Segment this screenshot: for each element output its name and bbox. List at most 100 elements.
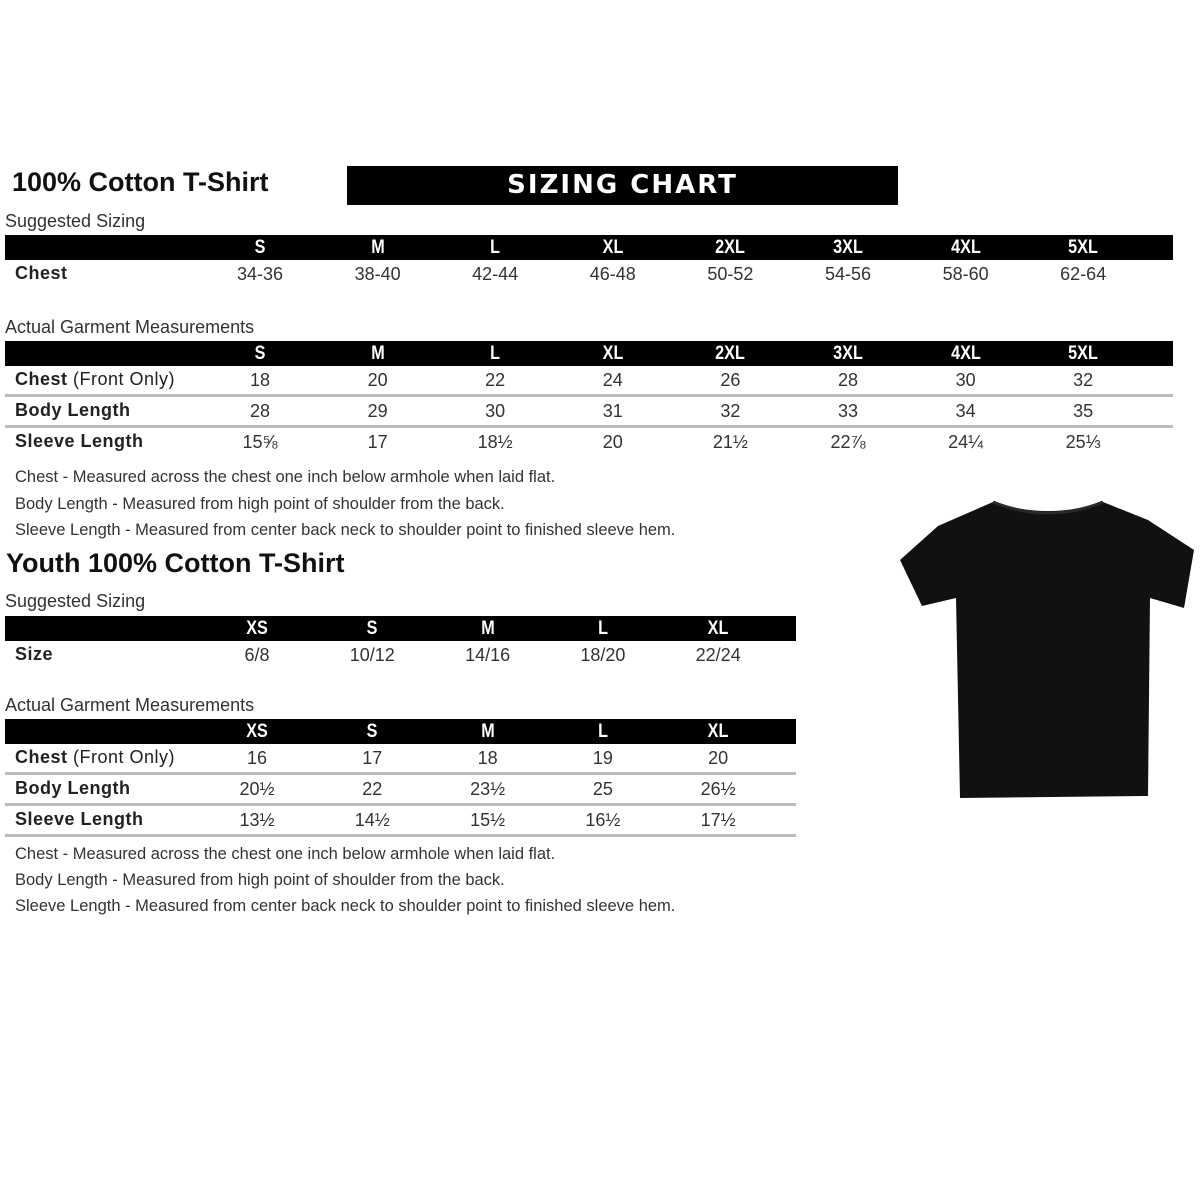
cell-value: 34-36	[236, 264, 284, 284]
cell-value: 16½	[585, 810, 621, 830]
cell-value: 25	[592, 779, 613, 799]
row-label: Body Length	[15, 778, 131, 799]
size-header-xl: XL	[707, 721, 729, 742]
cell-value: 30	[485, 401, 506, 421]
row-label-text: Size	[15, 644, 54, 664]
cell-value: 18	[249, 370, 271, 390]
size-header-m: M	[370, 237, 385, 258]
cell-value: 31	[602, 401, 623, 421]
cell-value: 22	[362, 779, 383, 799]
row-label: Chest (Front Only)	[15, 369, 175, 390]
adult-actual-label: Actual Garment Measurements	[5, 317, 255, 337]
size-header-xl: XL	[602, 237, 624, 258]
youth-actual-label: Actual Garment Measurements	[5, 695, 255, 715]
size-header-bar: XS S M L XL	[5, 719, 796, 744]
adult-note-sleeve: Sleeve Length - Measured from center bac…	[15, 521, 676, 539]
row-label-text: Chest	[15, 263, 68, 283]
size-header-xs: XS	[246, 618, 268, 639]
size-header-3xl: 3XL	[833, 237, 863, 258]
youth-note-sleeve: Sleeve Length - Measured from center bac…	[15, 897, 676, 915]
size-header-s: S	[366, 618, 378, 639]
table-row: Sleeve Length 15⅝ 17 18½ 20 21½ 22⅞ 24¼ 25⅓	[5, 428, 1173, 456]
cell-value: 35	[1073, 401, 1094, 421]
cell-value: 18	[477, 748, 498, 768]
row-label-text: Chest	[15, 747, 68, 767]
size-header-l: L	[597, 618, 608, 639]
cell-value: 54-56	[824, 264, 872, 284]
table-row: Chest 34-36 38-40 42-44 46-48 50-52 54-56 58-60…	[5, 260, 1173, 288]
size-header-l: L	[490, 237, 501, 258]
size-header-5xl: 5XL	[1068, 343, 1099, 364]
row-label-text: Sleeve Length	[15, 809, 144, 829]
row-label: Chest (Front Only)	[15, 747, 175, 768]
cell-value: 6/8	[244, 645, 270, 665]
cell-value: 46-48	[589, 264, 636, 284]
adult-actual-table: S M L XL 2XL 3XL 4XL 5XL Chest (Front Only) 18 20 2…	[5, 341, 1173, 456]
cell-value: 34	[955, 401, 976, 421]
table-row: Sleeve Length 13½ 14½ 15½ 16½ 17½	[5, 806, 796, 837]
table-row: Size 6/8 10/12 14/16 18/20 22/24	[5, 641, 796, 669]
size-header-s: S	[254, 343, 266, 364]
cell-value: 42-44	[472, 264, 519, 284]
size-header-2xl: 2XL	[715, 237, 746, 258]
cell-value: 14½	[354, 810, 390, 830]
cell-value: 22	[485, 370, 506, 390]
size-header-s: S	[254, 237, 266, 258]
adult-suggested-table: S M L XL 2XL 3XL 4XL 5XL Chest 34-36 38-40 42-44 46-…	[5, 235, 1173, 288]
size-header-bar: S M L XL 2XL 3XL 4XL 5XL	[5, 341, 1173, 366]
size-header-bar: S M L XL 2XL 3XL 4XL 5XL	[5, 235, 1173, 260]
cell-value: 18/20	[580, 645, 626, 665]
row-label-text: Body Length	[15, 400, 131, 420]
cell-value: 17½	[700, 810, 736, 830]
size-header-m: M	[370, 343, 385, 364]
cell-value: 18½	[477, 432, 513, 452]
cell-value: 10/12	[349, 645, 395, 665]
cell-value: 62-64	[1060, 264, 1107, 284]
table-row: Chest (Front Only) 16 17 18 19 20	[5, 744, 796, 775]
size-header-3xl: 3XL	[833, 343, 863, 364]
cell-value: 16	[246, 748, 268, 768]
row-label-extra: (Front Only)	[67, 747, 176, 767]
cell-value: 32	[720, 401, 741, 421]
cell-value: 13½	[239, 810, 275, 830]
cell-value: 20	[708, 748, 729, 768]
cell-value: 50-52	[707, 264, 754, 284]
row-label: Size	[15, 644, 53, 665]
cell-value: 22/24	[695, 645, 741, 665]
cell-value: 24	[602, 370, 623, 390]
cell-value: 26½	[700, 779, 736, 799]
adult-suggested-label: Suggested Sizing	[5, 211, 146, 231]
cell-value: 24¼	[948, 432, 984, 452]
size-header-5xl: 5XL	[1068, 237, 1099, 258]
size-header-bar: XS S M L XL	[5, 616, 796, 641]
size-header-4xl: 4XL	[950, 237, 981, 258]
size-header-xl: XL	[707, 618, 729, 639]
black-tshirt-image	[900, 500, 1194, 798]
cell-value: 28	[249, 401, 271, 421]
size-header-l: L	[490, 343, 501, 364]
cell-value: 19	[592, 748, 613, 768]
size-header-m: M	[480, 618, 495, 639]
size-header-l: L	[597, 721, 608, 742]
youth-note-body: Body Length - Measured from high point o…	[15, 871, 505, 889]
cell-value: 17	[362, 748, 383, 768]
cell-value: 17	[367, 432, 388, 452]
sizing-chart-banner: SIZING CHART	[347, 166, 898, 205]
cell-value: 21½	[712, 432, 748, 452]
youth-title: Youth 100% Cotton T-Shirt	[6, 548, 345, 578]
table-row: Body Length 28 29 30 31 32 33 34 35	[5, 397, 1173, 428]
cell-value: 23½	[470, 779, 506, 799]
row-label-text: Sleeve Length	[15, 431, 144, 451]
cell-value: 15½	[470, 810, 506, 830]
size-header-xs: XS	[246, 721, 268, 742]
size-header-s: S	[366, 721, 378, 742]
cell-value: 29	[367, 401, 388, 421]
size-header-2xl: 2XL	[715, 343, 746, 364]
row-label-text: Body Length	[15, 778, 131, 798]
adult-note-chest: Chest - Measured across the chest one in…	[15, 468, 556, 486]
row-label-extra: (Front Only)	[67, 369, 176, 389]
cell-value: 20½	[239, 779, 275, 799]
row-label: Sleeve Length	[15, 809, 144, 830]
cell-value: 28	[837, 370, 859, 390]
adult-note-body: Body Length - Measured from high point o…	[15, 495, 505, 513]
